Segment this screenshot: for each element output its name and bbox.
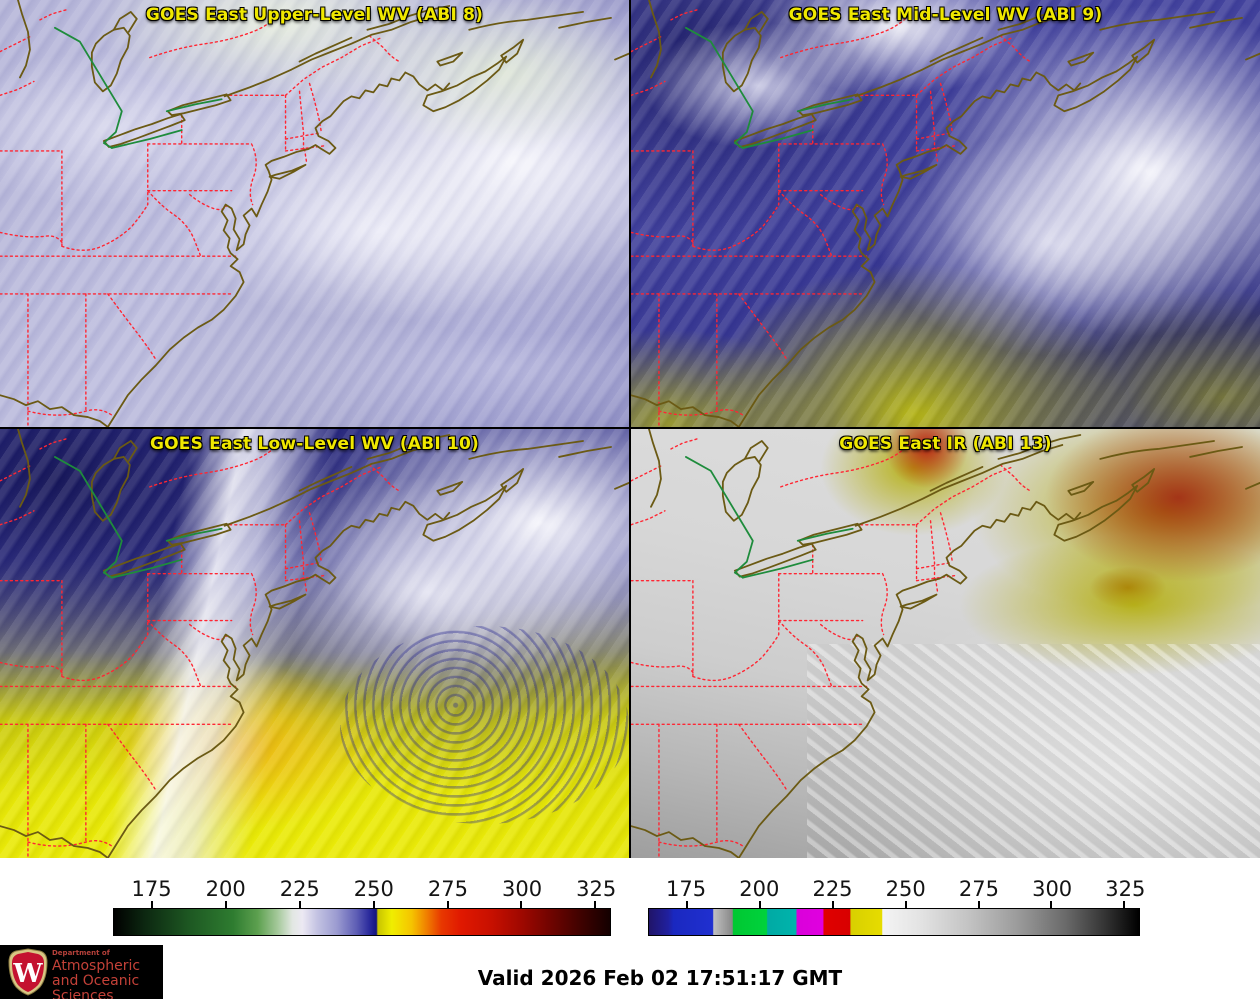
colorbar-tick-mark bbox=[904, 901, 907, 908]
map-overlay bbox=[631, 0, 1260, 427]
panel-title-ir: GOES East IR (ABI 13) bbox=[839, 434, 1052, 454]
colorbar-tick-label: 225 bbox=[812, 877, 853, 901]
logo-dept-line: Department of bbox=[52, 949, 110, 957]
colorbar-tick-mark bbox=[594, 901, 597, 908]
colorbar-tick-label: 325 bbox=[576, 877, 617, 901]
colorbar-tick-label: 225 bbox=[279, 877, 320, 901]
colorbar-tick-label: 200 bbox=[739, 877, 780, 901]
colorbar-tick-mark bbox=[758, 901, 761, 908]
colorbar-tick-mark bbox=[520, 901, 523, 908]
panel-upper-level-wv: GOES East Upper-Level WV (ABI 8) bbox=[0, 0, 629, 427]
panel-low-level-wv: GOES East Low-Level WV (ABI 10) bbox=[0, 429, 629, 858]
panel-title-mid-wv: GOES East Mid-Level WV (ABI 9) bbox=[788, 5, 1103, 25]
colorbar-tick-label: 300 bbox=[1032, 877, 1073, 901]
colorbar-tick-label: 275 bbox=[958, 877, 999, 901]
colorbar-tick-mark bbox=[831, 901, 834, 908]
panel-mid-level-wv: GOES East Mid-Level WV (ABI 9) bbox=[631, 0, 1260, 427]
aos-logo: W Department of Atmospheric and Oceanic … bbox=[0, 945, 163, 999]
panel-title-upper-wv: GOES East Upper-Level WV (ABI 8) bbox=[145, 5, 484, 25]
svg-text:W: W bbox=[12, 959, 43, 989]
map-overlay bbox=[0, 0, 629, 427]
colorbar-tick-label: 175 bbox=[131, 877, 172, 901]
colorbar-tick-label: 325 bbox=[1105, 877, 1146, 901]
panel-ir: GOES East IR (ABI 13) bbox=[631, 429, 1260, 858]
uw-crest-icon: W bbox=[8, 948, 48, 996]
logo-line-1: Atmospheric bbox=[52, 958, 141, 975]
colorbar-tick-label: 250 bbox=[885, 877, 926, 901]
colorbar-tick-mark bbox=[151, 901, 154, 908]
low-wv-imagery bbox=[0, 429, 629, 858]
colorbar-tick-label: 200 bbox=[205, 877, 246, 901]
colorbar-wv: 175 200 225 250 275 300 325 bbox=[113, 877, 616, 936]
mid-wv-imagery bbox=[631, 0, 1260, 427]
colorbar-tick-mark bbox=[1050, 901, 1053, 908]
upper-wv-imagery bbox=[0, 0, 629, 427]
colorbar-tick-mark bbox=[299, 901, 301, 908]
aos-logo-text: Department of Atmospheric and Oceanic Sc… bbox=[52, 949, 163, 999]
colorbar-tick-label: 275 bbox=[427, 877, 468, 901]
ir-imagery bbox=[631, 429, 1260, 858]
colorbar-ir-tick-labels: 175 200 225 250 275 300 325 bbox=[648, 877, 1145, 904]
colorbar-tick-mark bbox=[1123, 901, 1126, 908]
colorbar-tick-mark bbox=[372, 901, 375, 908]
colorbar-ir-gradient bbox=[648, 901, 1140, 936]
colorbar-tick-mark bbox=[977, 901, 980, 908]
logo-line-2: and Oceanic Sciences bbox=[52, 973, 140, 999]
colorbar-tick-label: 250 bbox=[353, 877, 394, 901]
colorbar-ir: 175 200 225 250 275 300 325 bbox=[648, 877, 1145, 936]
colorbar-tick-label: 175 bbox=[666, 877, 707, 901]
colorbar-tick-label: 300 bbox=[502, 877, 543, 901]
map-overlay bbox=[631, 429, 1260, 858]
colorbar-tick-mark bbox=[225, 901, 228, 908]
colorbar-wv-tick-labels: 175 200 225 250 275 300 325 bbox=[113, 877, 616, 904]
colorbar-tick-mark bbox=[685, 901, 688, 908]
map-overlay bbox=[0, 429, 629, 858]
colorbar-wv-gradient bbox=[113, 901, 611, 936]
satellite-quadpanel-grid: GOES East Upper-Level WV (ABI 8) GOES Ea… bbox=[0, 0, 1260, 858]
colorbar-tick-mark bbox=[446, 901, 449, 908]
valid-time-text: Valid 2026 Feb 02 17:51:17 GMT bbox=[477, 966, 843, 990]
panel-title-low-wv: GOES East Low-Level WV (ABI 10) bbox=[149, 434, 479, 454]
